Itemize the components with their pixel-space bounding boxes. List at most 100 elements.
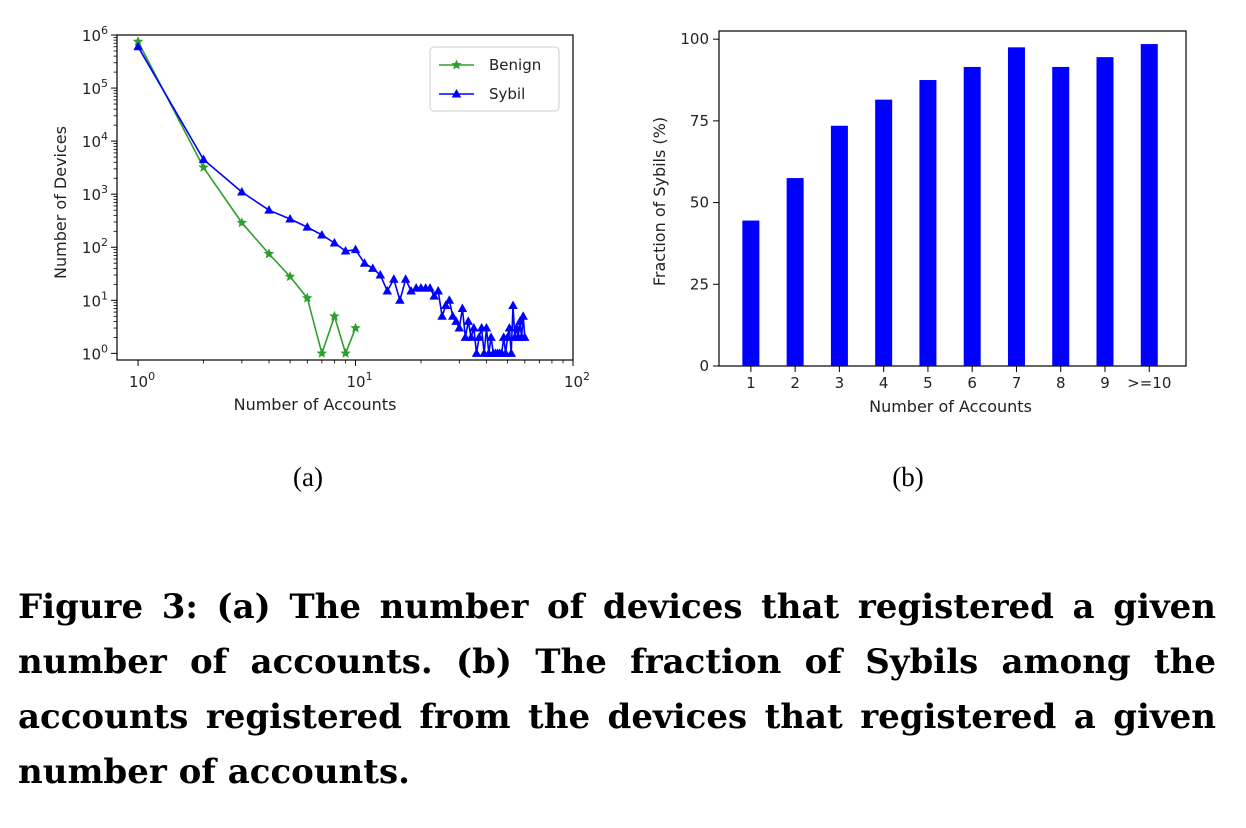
data-point-sybil [508,300,518,309]
y-tick-label: 104 [82,130,108,151]
data-point-benign [198,161,209,172]
data-point-benign [236,217,248,228]
figure-caption: Figure 3: (a) The number of devices that… [18,587,1216,792]
x-tick-label: 2 [790,374,800,392]
x-tick-label: >=10 [1127,374,1171,392]
chart-a-y-axis-label: Number of Devices [51,126,70,279]
data-point-sybil [133,41,143,51]
data-point-sybil [520,332,530,341]
series-benign [132,36,361,358]
y-tick-label: 50 [690,194,709,212]
data-point-sybil [437,311,447,320]
subfigure-label-b: (b) [892,462,924,492]
data-point-sybil [198,154,209,164]
data-point-sybil [515,316,525,325]
bar [875,99,893,366]
data-point-benign [132,36,144,47]
data-point-sybil [471,348,482,357]
data-point-sybil [368,263,378,272]
x-tick-label: 101 [346,370,372,391]
data-point-sybil [504,323,515,332]
x-tick-label: 5 [923,374,933,392]
x-tick-label: 4 [879,374,889,392]
bar [830,125,848,366]
y-tick-label: 105 [82,77,108,98]
data-point-sybil [433,285,443,295]
bar [786,178,804,366]
y-tick-label: 103 [82,183,108,204]
data-point-sybil [518,311,528,320]
data-point-sybil [466,332,476,341]
x-tick-label: 6 [967,374,977,392]
data-point-benign [284,271,296,281]
chart-b-sybil-fraction: 0 25 50 75 100 1 2 3 4 5 6 7 8 9 >=10 Number of Account… [650,30,1187,416]
data-point-sybil [429,291,439,300]
data-point-sybil [469,323,479,332]
chart-a-devices-vs-accounts: 100 101 102 100 101 102 103 104 105 106 Number of … [51,24,590,414]
bar [963,66,981,366]
x-tick-label: 8 [1056,374,1066,392]
data-point-sybil [406,285,416,295]
chart-b-y-axis-label: Fraction of Sybils (%) [650,117,669,286]
x-tick-label: 9 [1100,374,1110,392]
data-point-sybil [506,348,516,357]
bar [919,80,937,367]
legend-label-benign: Benign [489,56,541,74]
y-tick-label: 106 [82,24,108,45]
data-point-sybil [454,323,465,332]
x-tick-label: 3 [835,374,845,392]
bar [1007,47,1025,367]
data-point-sybil [448,311,458,320]
chart-a-legend [429,46,560,112]
data-point-sybil [340,245,351,255]
data-point-benign [263,248,275,259]
y-tick-label: 100 [82,342,108,363]
data-point-benign [350,322,361,333]
data-point-sybil [382,285,393,295]
data-point-sybil [350,244,361,254]
data-point-sybil [237,186,247,196]
data-point-benign [316,347,328,358]
data-point-sybil [375,269,386,279]
legend-label-sybil: Sybil [489,85,525,103]
data-point-sybil [457,303,468,313]
data-point-sybil [511,323,522,332]
y-tick-label: 0 [699,357,709,375]
data-point-sybil [359,258,370,267]
chart-b-plot-frame [718,30,1187,367]
subfigure-label-a: (a) [293,462,323,492]
chart-b-x-axis-label: Number of Accounts [869,397,1032,416]
bar [1096,57,1114,367]
data-point-sybil [395,295,405,304]
legend-marker-benign [451,59,462,70]
data-point-benign [329,310,340,321]
data-point-sybil [317,230,327,239]
chart-a-x-axis-label: Number of Accounts [234,395,397,414]
data-point-benign [340,347,351,358]
data-point-sybil [502,332,513,341]
chart-a-plot-frame [116,34,574,361]
data-point-sybil [486,332,496,341]
data-point-sybil [425,283,435,292]
data-point-sybil [285,214,295,223]
data-point-sybil [400,274,411,283]
x-tick-label: 1 [746,374,756,392]
data-point-sybil [444,295,455,304]
data-point-sybil [451,316,461,325]
data-point-sybil [441,300,451,309]
y-tick-label: 100 [680,30,709,48]
data-point-sybil [302,222,313,231]
data-point-sybil [329,238,340,247]
data-point-sybil [474,332,484,341]
series-line-benign [137,41,357,357]
y-tick-label: 101 [82,289,108,310]
data-point-sybil [463,316,474,325]
data-point-benign [302,292,313,303]
bar [1140,44,1158,366]
x-tick-label: 102 [564,370,590,391]
x-tick-label: 100 [129,370,155,391]
y-tick-label: 25 [690,275,709,293]
bar [1052,66,1070,366]
series-sybil [133,41,530,357]
